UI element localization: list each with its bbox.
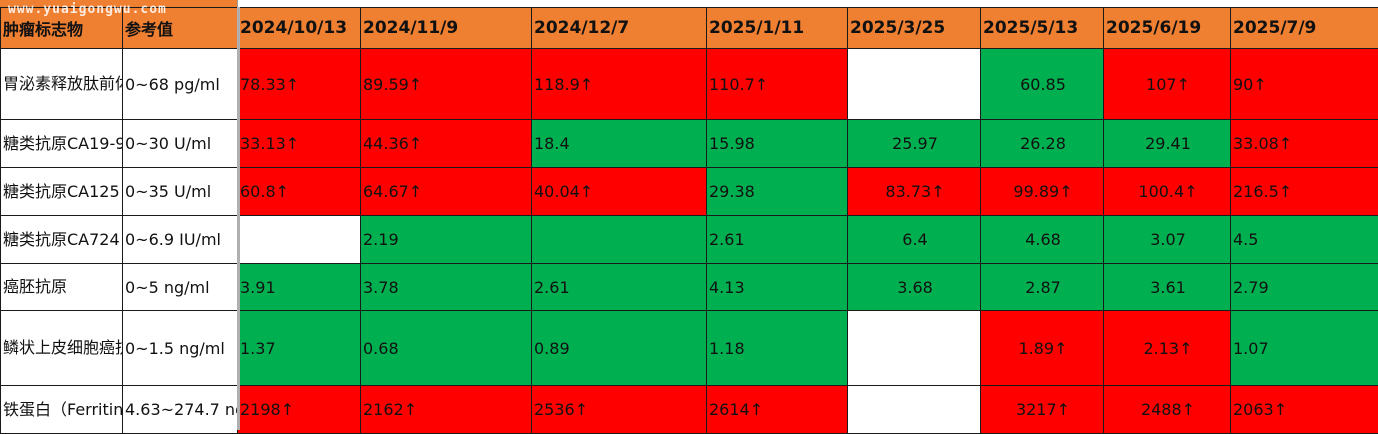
value-cell: 89.59↑ <box>361 49 532 120</box>
value-cell: 107↑ <box>1104 49 1231 120</box>
value-cell: 110.7↑ <box>707 49 848 120</box>
table-row: 糖类抗原CA724 0~6.9 IU/ml 2.19 2.61 6.4 4.68… <box>1 216 1378 264</box>
value-cell: 2.19 <box>361 216 532 264</box>
value-cell: 1.18 <box>707 311 848 386</box>
frozen-pane-divider <box>237 7 240 430</box>
value-cell: 4.13 <box>707 264 848 311</box>
value-cell: 2.61 <box>532 264 707 311</box>
value-cell: 118.9↑ <box>532 49 707 120</box>
marker-name: 铁蛋白（Ferritin） <box>1 386 123 434</box>
marker-name: 癌胚抗原 <box>1 264 123 311</box>
marker-name: 糖类抗原CA19-9 <box>1 120 123 168</box>
watermark: www.yuaigongwu.com <box>8 2 167 17</box>
value-cell <box>848 311 981 386</box>
value-cell: 60.8↑ <box>238 168 361 216</box>
value-cell: 2488↑ <box>1104 386 1231 434</box>
value-cell: 3.91 <box>238 264 361 311</box>
value-cell: 1.89↑ <box>981 311 1104 386</box>
value-cell: 64.67↑ <box>361 168 532 216</box>
value-cell: 216.5↑ <box>1231 168 1378 216</box>
value-cell: 2063↑ <box>1231 386 1378 434</box>
header-date: 2024/12/7 <box>532 8 707 49</box>
tumor-marker-table: 肿瘤标志物 参考值 2024/10/13 2024/11/9 2024/12/7… <box>0 7 1378 434</box>
value-cell: 2614↑ <box>707 386 848 434</box>
header-date: 2024/10/13 <box>238 8 361 49</box>
table-row: 癌胚抗原 0~5 ng/ml 3.91 3.78 2.61 4.13 3.68 … <box>1 264 1378 311</box>
value-cell: 83.73↑ <box>848 168 981 216</box>
value-cell: 40.04↑ <box>532 168 707 216</box>
marker-name: 糖类抗原CA125 <box>1 168 123 216</box>
value-cell: 44.36↑ <box>361 120 532 168</box>
value-cell: 3.78 <box>361 264 532 311</box>
value-cell: 3.07 <box>1104 216 1231 264</box>
value-cell: 4.5 <box>1231 216 1378 264</box>
top-strip-separator <box>237 0 238 7</box>
marker-name: 鳞状上皮细胞癌抗原 <box>1 311 123 386</box>
header-date: 2025/7/9 <box>1231 8 1378 49</box>
reference-value: 0~1.5 ng/ml <box>123 311 238 386</box>
value-cell: 3.68 <box>848 264 981 311</box>
value-cell: 15.98 <box>707 120 848 168</box>
reference-value: 0~6.9 IU/ml <box>123 216 238 264</box>
value-cell: 1.37 <box>238 311 361 386</box>
table-row: 糖类抗原CA125 0~35 U/ml 60.8↑ 64.67↑ 40.04↑ … <box>1 168 1378 216</box>
value-cell: 2.61 <box>707 216 848 264</box>
value-cell: 100.4↑ <box>1104 168 1231 216</box>
value-cell <box>532 216 707 264</box>
value-cell: 99.89↑ <box>981 168 1104 216</box>
value-cell: 90↑ <box>1231 49 1378 120</box>
top-strip <box>0 0 1378 7</box>
value-cell: 2.87 <box>981 264 1104 311</box>
reference-value: 0~68 pg/ml <box>123 49 238 120</box>
table-row: 胃泌素释放肽前体（PGI） 0~68 pg/ml 78.33↑ 89.59↑ 1… <box>1 49 1378 120</box>
value-cell: 3.61 <box>1104 264 1231 311</box>
marker-name: 糖类抗原CA724 <box>1 216 123 264</box>
value-cell: 2.13↑ <box>1104 311 1231 386</box>
value-cell: 1.07 <box>1231 311 1378 386</box>
value-cell: 26.28 <box>981 120 1104 168</box>
header-date: 2025/1/11 <box>707 8 848 49</box>
header-date: 2025/5/13 <box>981 8 1104 49</box>
value-cell: 33.08↑ <box>1231 120 1378 168</box>
value-cell: 2162↑ <box>361 386 532 434</box>
header-date: 2025/3/25 <box>848 8 981 49</box>
marker-name: 胃泌素释放肽前体（PGI） <box>1 49 123 120</box>
value-cell: 78.33↑ <box>238 49 361 120</box>
table-row: 糖类抗原CA19-9 0~30 U/ml 33.13↑ 44.36↑ 18.4 … <box>1 120 1378 168</box>
reference-value: 0~30 U/ml <box>123 120 238 168</box>
reference-value: 4.63~274.7 ng/ml <box>123 386 238 434</box>
value-cell: 2536↑ <box>532 386 707 434</box>
value-cell: 25.97 <box>848 120 981 168</box>
header-date: 2025/6/19 <box>1104 8 1231 49</box>
value-cell <box>848 49 981 120</box>
value-cell <box>848 386 981 434</box>
value-cell: 3217↑ <box>981 386 1104 434</box>
value-cell: 2.79 <box>1231 264 1378 311</box>
table-row: 铁蛋白（Ferritin） 4.63~274.7 ng/ml 2198↑ 216… <box>1 386 1378 434</box>
value-cell: 29.41 <box>1104 120 1231 168</box>
reference-value: 0~35 U/ml <box>123 168 238 216</box>
header-row: 肿瘤标志物 参考值 2024/10/13 2024/11/9 2024/12/7… <box>1 8 1378 49</box>
value-cell: 0.89 <box>532 311 707 386</box>
value-cell: 29.38 <box>707 168 848 216</box>
header-date: 2024/11/9 <box>361 8 532 49</box>
table-row: 鳞状上皮细胞癌抗原 0~1.5 ng/ml 1.37 0.68 0.89 1.1… <box>1 311 1378 386</box>
value-cell: 4.68 <box>981 216 1104 264</box>
value-cell: 2198↑ <box>238 386 361 434</box>
value-cell: 33.13↑ <box>238 120 361 168</box>
value-cell: 6.4 <box>848 216 981 264</box>
value-cell <box>238 216 361 264</box>
value-cell: 18.4 <box>532 120 707 168</box>
reference-value: 0~5 ng/ml <box>123 264 238 311</box>
value-cell: 0.68 <box>361 311 532 386</box>
value-cell: 60.85 <box>981 49 1104 120</box>
